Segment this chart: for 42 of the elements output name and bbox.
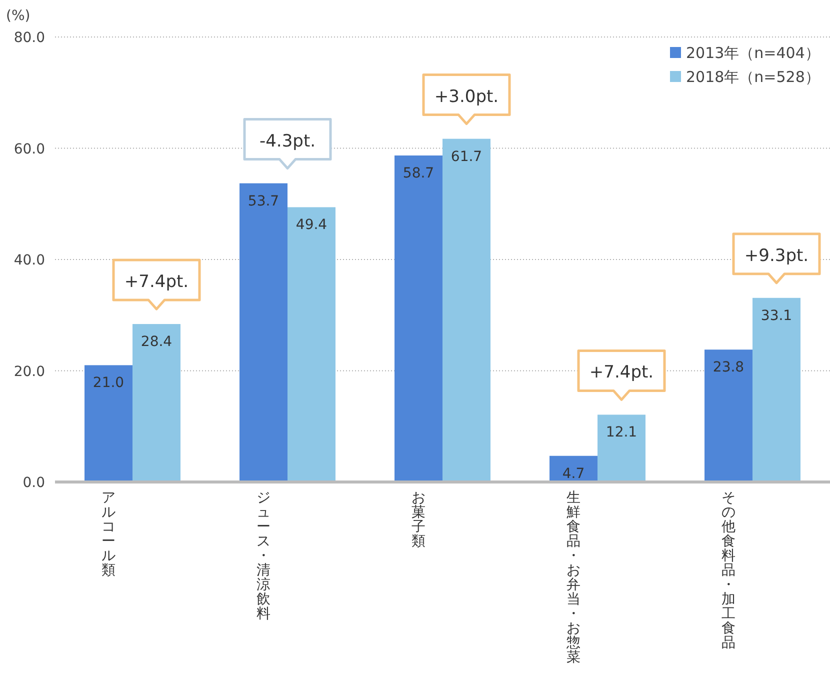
- bar: [132, 324, 180, 482]
- callout: +9.3pt.: [732, 232, 821, 284]
- category-label: その他食料品・加工食品: [722, 490, 736, 651]
- bar: [442, 138, 490, 482]
- bar: [598, 414, 646, 482]
- data-label: 53.7: [248, 193, 280, 210]
- y-tick-label: 40.0: [14, 252, 45, 268]
- bar: [84, 365, 132, 482]
- category-label: 生鮮食品・お弁当・お惣菜: [566, 490, 580, 666]
- category-label: ジュース・清涼飲料: [256, 490, 270, 622]
- data-label: 21.0: [92, 375, 124, 392]
- y-tick-label: 80.0: [14, 30, 45, 46]
- callout: +7.4pt.: [112, 258, 201, 310]
- data-label: 12.1: [606, 424, 638, 441]
- bar: [394, 155, 442, 482]
- data-label: 33.1: [760, 308, 792, 324]
- annotation: +3.0pt.: [434, 86, 499, 107]
- data-label: 4.7: [562, 466, 585, 482]
- data-label: 61.7: [450, 148, 482, 165]
- data-label: 58.7: [402, 165, 434, 182]
- legend-label: 2018年（n=528）: [686, 68, 820, 86]
- bar: [752, 298, 800, 482]
- data-label: 28.4: [140, 334, 172, 350]
- annotation: +9.3pt.: [744, 246, 809, 266]
- callout: +3.0pt.: [422, 74, 511, 126]
- y-tick-label: 0.0: [22, 475, 45, 491]
- callout: -4.3pt.: [243, 118, 332, 170]
- data-label: 23.8: [712, 360, 744, 376]
- annotation: +7.4pt.: [124, 272, 189, 292]
- y-axis-title: (%): [6, 8, 30, 24]
- annotation: +7.4pt.: [589, 362, 654, 383]
- bar: [240, 183, 288, 482]
- callout: +7.4pt.: [577, 349, 666, 401]
- x-tick-label: アルコール類: [102, 490, 116, 578]
- bar: [704, 350, 752, 482]
- legend-label: 2013年（n=404）: [686, 44, 820, 62]
- y-tick-label: 60.0: [14, 141, 45, 158]
- bar: [288, 207, 336, 482]
- annotation: -4.3pt.: [259, 131, 316, 152]
- data-label: 49.4: [296, 217, 328, 234]
- x-tick-label: お菓子類: [412, 490, 426, 550]
- y-tick-label: 20.0: [14, 364, 45, 380]
